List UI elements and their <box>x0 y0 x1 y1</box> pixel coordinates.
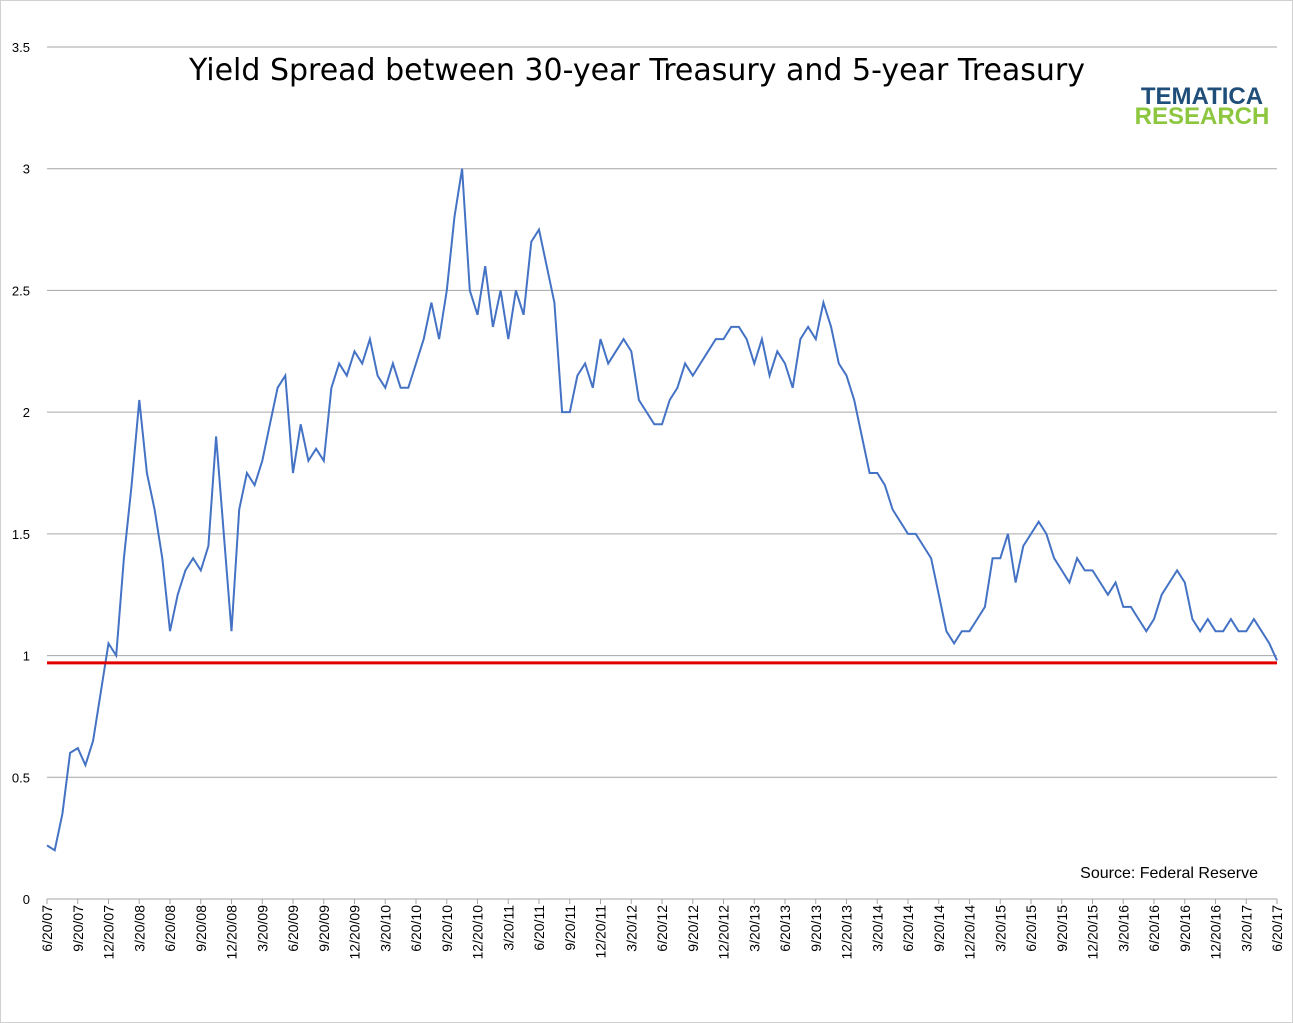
x-tick-label: 3/20/15 <box>992 905 1008 952</box>
x-tick-label: 6/20/15 <box>1023 905 1039 952</box>
data-line <box>46 168 1278 852</box>
x-tick-label: 9/20/09 <box>316 905 332 952</box>
x-tick-label: 12/20/15 <box>1085 905 1101 960</box>
y-tick-label: 3 <box>23 162 30 177</box>
x-tick-label: 6/20/09 <box>285 905 301 952</box>
x-tick-label: 12/20/11 <box>593 905 609 959</box>
x-tick-label: 9/20/12 <box>685 905 701 952</box>
x-tick-label: 12/20/12 <box>716 905 732 960</box>
x-tick-label: 6/20/08 <box>162 905 178 952</box>
x-tick-label: 9/20/08 <box>193 905 209 952</box>
x-tick-label: 9/20/15 <box>1054 905 1070 952</box>
x-tick-label: 12/20/08 <box>224 905 240 960</box>
x-tick-label: 9/20/07 <box>70 905 86 952</box>
x-tick-label: 12/20/13 <box>839 905 855 960</box>
y-tick-label: 0 <box>23 892 30 907</box>
x-tick-label: 3/20/13 <box>746 905 762 952</box>
x-tick-label: 12/20/16 <box>1208 905 1224 960</box>
x-tick-label: 9/20/13 <box>808 905 824 952</box>
x-tick-label: 12/20/09 <box>347 905 363 960</box>
chart-title: Yield Spread between 30-year Treasury an… <box>188 53 1085 88</box>
y-tick-label: 1.5 <box>12 527 30 542</box>
x-tick-label: 9/20/16 <box>1177 905 1193 952</box>
x-tick-label: 3/20/10 <box>377 905 393 952</box>
x-tick-label: 6/20/17 <box>1269 905 1285 952</box>
y-tick-label: 2 <box>23 405 30 420</box>
x-tick-label: 9/20/14 <box>931 905 947 952</box>
x-tick-label: 6/20/16 <box>1146 905 1162 952</box>
x-tick-label: 12/20/14 <box>962 905 978 960</box>
logo-line: RESEARCH <box>1135 103 1270 130</box>
x-tick-label: 3/20/16 <box>1115 905 1131 952</box>
x-tick-label: 3/20/17 <box>1238 905 1254 952</box>
x-tick-label: 3/20/12 <box>623 905 639 952</box>
annotation: Source: Federal Reserve <box>1080 865 1258 882</box>
x-tick-label: 6/20/13 <box>777 905 793 952</box>
y-tick-label: 2.5 <box>12 283 30 298</box>
x-tick-label: 12/20/07 <box>101 905 117 960</box>
x-tick-label: 9/20/11 <box>562 905 578 951</box>
logo-line: TEMATICA <box>1141 83 1263 110</box>
x-tick-label: 12/20/10 <box>470 905 486 960</box>
x-tick-label: 6/20/12 <box>654 905 670 952</box>
x-tick-label: 6/20/14 <box>900 905 916 952</box>
x-tick-label: 3/20/11 <box>500 905 516 951</box>
x-tick-label: 3/20/14 <box>869 905 885 952</box>
y-tick-label: 1 <box>23 649 30 664</box>
x-tick-label: 6/20/07 <box>39 905 55 952</box>
x-tick-label: 3/20/09 <box>254 905 270 952</box>
x-tick-label: 9/20/10 <box>439 905 455 952</box>
y-tick-label: 3.5 <box>12 40 30 55</box>
x-tick-label: 6/20/11 <box>531 905 547 951</box>
x-tick-label: 3/20/08 <box>131 905 147 952</box>
y-tick-label: 0.5 <box>12 770 30 785</box>
x-tick-label: 6/20/10 <box>408 905 424 952</box>
